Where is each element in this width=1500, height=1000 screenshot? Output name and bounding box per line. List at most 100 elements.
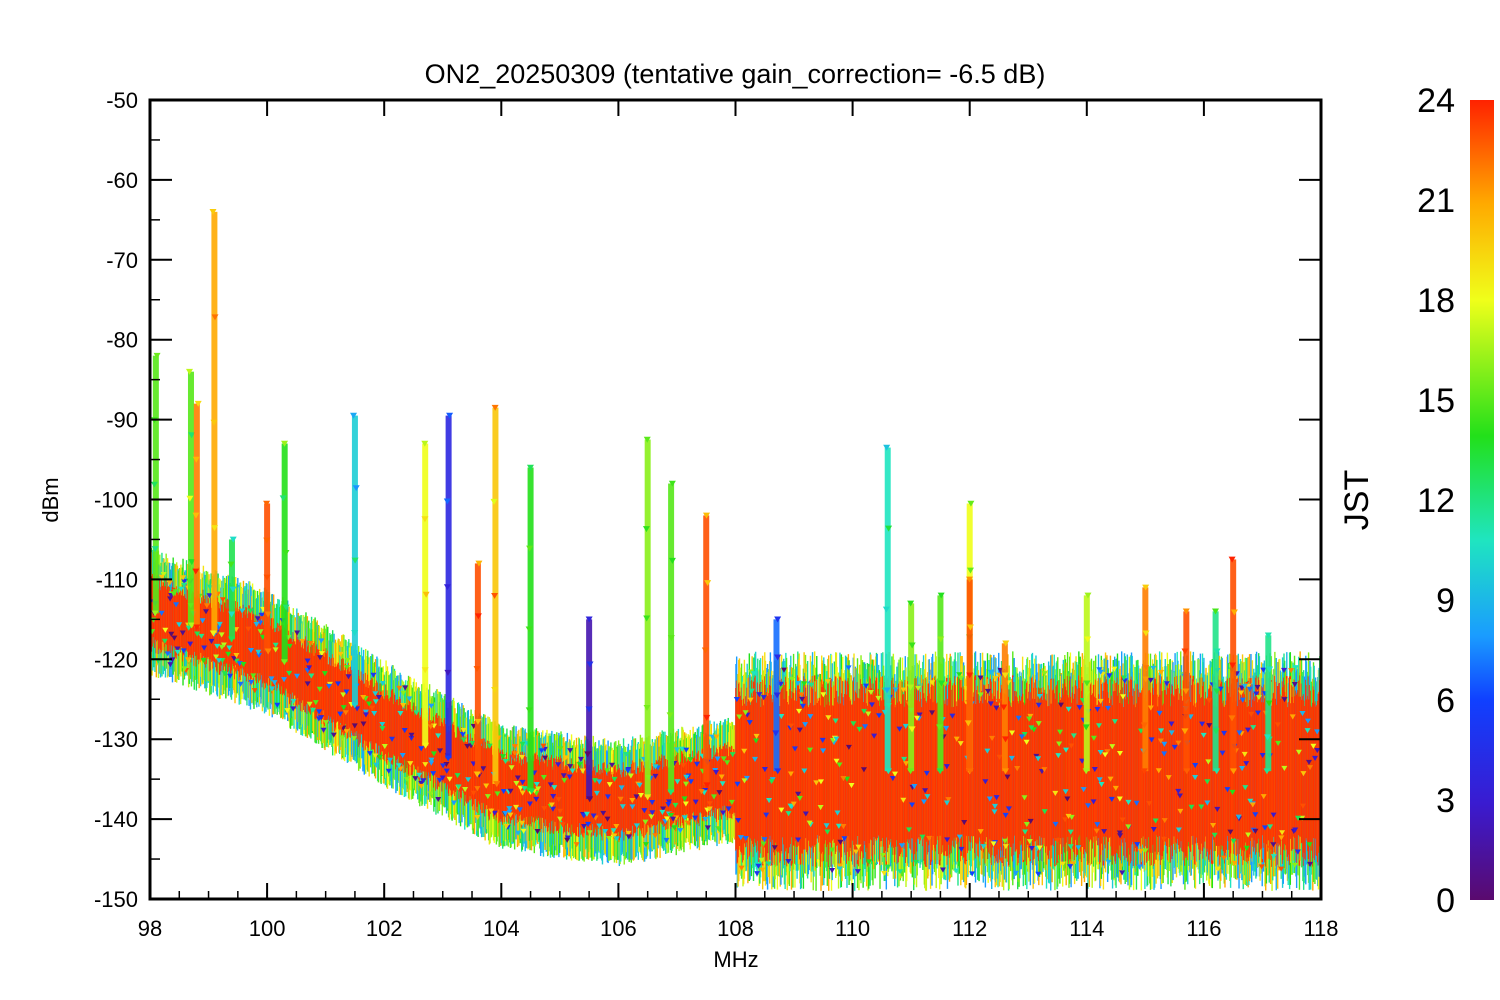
peak-series [882, 444, 893, 775]
data-point [706, 801, 713, 807]
data-point [977, 675, 984, 681]
data-point [1059, 861, 1066, 867]
data-point [1278, 866, 1285, 872]
data-point [1064, 796, 1071, 802]
data-point [1057, 729, 1064, 735]
colorbar-ticks: 0 3 6 9 12 15 18 21 24 [1417, 82, 1455, 920]
data-point [1000, 704, 1008, 711]
data-point [724, 760, 731, 766]
data-point [1116, 796, 1123, 802]
peak-series [525, 464, 536, 795]
data-point [421, 440, 429, 447]
data-point [936, 724, 944, 731]
data-point [752, 756, 759, 763]
data-point [768, 779, 775, 785]
data-point [649, 799, 656, 806]
data-point [1204, 779, 1211, 785]
data-point [1109, 744, 1116, 750]
data-point [774, 768, 782, 775]
data-point [1183, 768, 1191, 775]
data-point [957, 675, 964, 681]
data-point [892, 687, 899, 693]
data-point [282, 550, 290, 556]
data-point [446, 776, 453, 782]
data-point [372, 691, 379, 697]
data-point [1175, 740, 1182, 746]
data-point [526, 545, 534, 552]
data-point [1036, 845, 1043, 851]
data-point [257, 629, 264, 635]
data-point [1097, 669, 1104, 675]
data-point [1292, 665, 1299, 671]
data-point [181, 579, 188, 585]
data-point [609, 762, 616, 768]
data-point [747, 669, 754, 675]
data-layer [150, 209, 1321, 891]
data-point [257, 620, 264, 626]
data-point [406, 696, 413, 702]
data-point [1001, 672, 1009, 679]
data-point [282, 604, 290, 611]
data-point [1314, 747, 1321, 754]
data-point [1067, 864, 1074, 870]
data-point [701, 647, 709, 654]
data-point [460, 737, 467, 743]
data-point [1224, 787, 1231, 793]
data-point [293, 673, 300, 679]
data-point [943, 800, 950, 806]
data-point [738, 865, 745, 871]
data-point [306, 701, 313, 707]
data-point [1125, 799, 1132, 805]
data-point [564, 837, 571, 843]
data-point [802, 722, 809, 728]
data-point [174, 649, 181, 655]
data-point [396, 685, 403, 691]
data-point [247, 608, 254, 614]
colorbar-tick-label: 21 [1417, 182, 1455, 220]
x-tick-label: 114 [1069, 916, 1104, 941]
data-point [1213, 688, 1221, 695]
data-point [1299, 803, 1306, 809]
data-point [491, 592, 499, 599]
data-point [958, 846, 965, 852]
peak-series [443, 412, 454, 762]
data-point [511, 751, 518, 757]
data-point [506, 809, 513, 815]
colorbar-tick-label: 6 [1436, 682, 1455, 720]
data-point [366, 751, 373, 757]
data-point [255, 649, 262, 655]
data-point [671, 825, 678, 831]
data-point [883, 687, 891, 694]
data-point [909, 802, 916, 808]
peak-series [227, 536, 237, 643]
data-point [1294, 849, 1301, 855]
data-point [180, 648, 187, 654]
data-point [185, 625, 192, 631]
data-point [1041, 671, 1048, 677]
data-point [922, 788, 929, 794]
data-point [395, 763, 402, 769]
data-point [836, 866, 843, 872]
data-point [668, 812, 675, 819]
data-point [370, 672, 377, 678]
data-point [1267, 824, 1274, 830]
data-point [606, 836, 613, 842]
data-point [421, 667, 429, 674]
data-point [1291, 862, 1298, 868]
data-point [158, 574, 165, 580]
data-point [286, 670, 293, 676]
data-point [1238, 690, 1245, 696]
data-point [781, 667, 788, 673]
data-point [737, 835, 744, 841]
data-point [652, 833, 659, 839]
data-point [911, 783, 918, 790]
data-point [316, 709, 323, 715]
data-point [1239, 765, 1246, 772]
data-point [1134, 842, 1141, 848]
peak-series [1228, 556, 1238, 775]
data-point [765, 861, 772, 867]
data-point [317, 655, 324, 661]
data-point [1199, 721, 1206, 727]
data-point [538, 748, 545, 754]
data-point [896, 726, 903, 732]
